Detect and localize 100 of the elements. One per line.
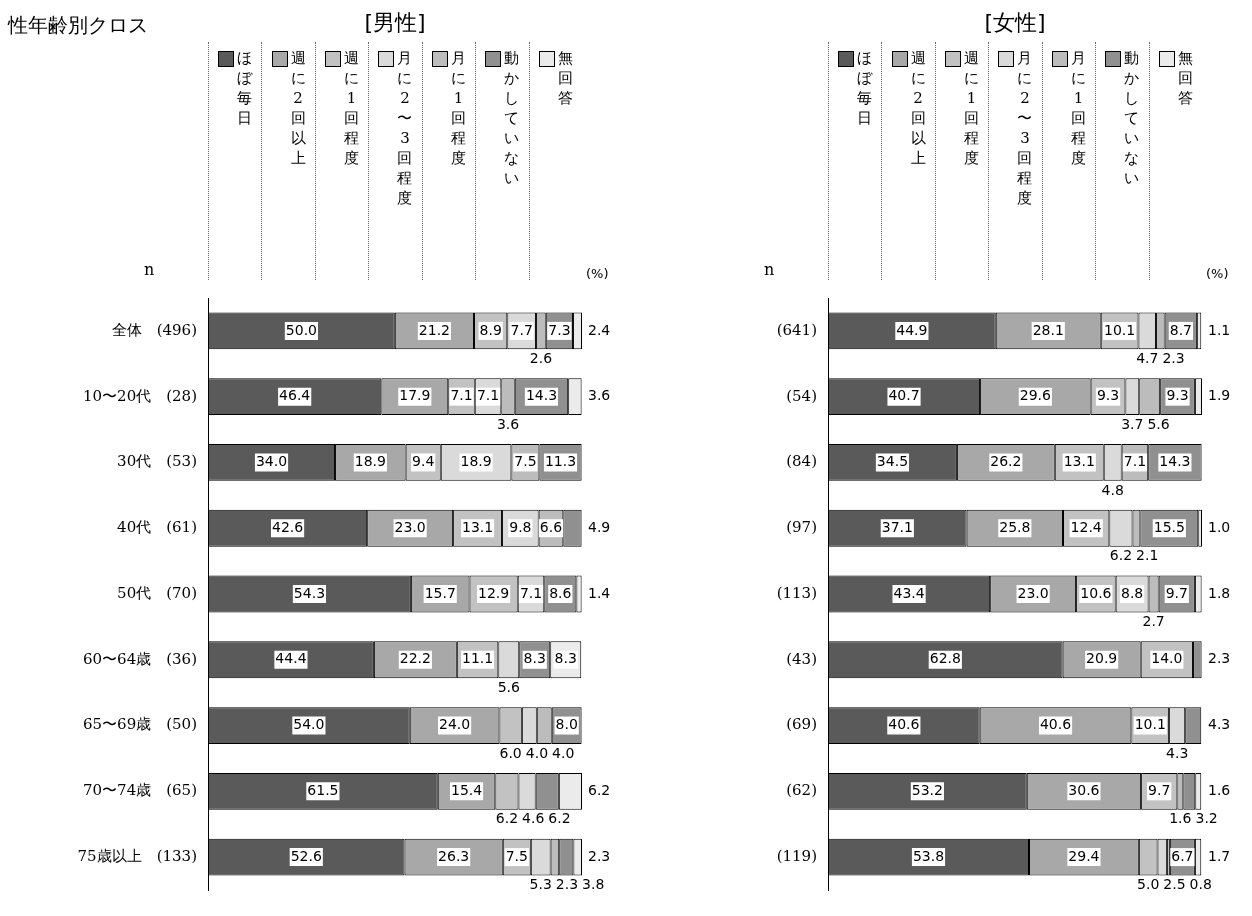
- y-tick-label: (97): [786, 518, 817, 537]
- data-label: 1.0: [1208, 518, 1231, 535]
- data-label: 9.3: [1166, 387, 1189, 404]
- data-label: 4.8: [1101, 481, 1124, 498]
- chart-title: [女性]: [983, 9, 1047, 37]
- data-label: 15.7: [424, 584, 456, 601]
- data-label: 9.8: [509, 518, 532, 535]
- y-tick-label: (641): [776, 320, 817, 339]
- data-label: 2.3: [588, 847, 611, 864]
- legend-label: 週に1回程度: [344, 48, 360, 168]
- text: n: [144, 260, 155, 279]
- data-label: 24.0: [439, 716, 471, 733]
- data-label: 4.3: [1166, 744, 1189, 761]
- y-tick-label: 75歳以上 (133): [77, 847, 197, 865]
- data-label: 3.8: [582, 876, 605, 893]
- data-label: 12.9: [478, 584, 510, 601]
- data-label: 21.2: [418, 321, 450, 338]
- data-label: 7.1: [450, 387, 473, 404]
- legend-label: 週に1回程度: [964, 48, 980, 168]
- legend-label: 週に2回以上: [910, 48, 926, 168]
- data-label: 7.1: [519, 584, 543, 601]
- data-label: 40.6: [888, 716, 920, 733]
- data-label: 23.0: [394, 518, 426, 535]
- data-label: 52.6: [290, 847, 322, 864]
- chart-title: [男性]: [363, 9, 427, 37]
- data-label: 50.0: [285, 321, 317, 338]
- legend-label: 月に1回程度: [450, 48, 466, 168]
- data-label: 8.6: [549, 584, 572, 601]
- data-label: 23.0: [1017, 584, 1049, 601]
- data-label: 61.5: [307, 781, 339, 798]
- data-label: 1.8: [1208, 584, 1231, 601]
- data-label: 5.6: [1147, 415, 1170, 432]
- data-label: 8.0: [555, 716, 578, 733]
- data-label: 6.0: [499, 744, 522, 761]
- data-label: 5.0: [1137, 876, 1160, 893]
- data-label: 13.1: [1063, 453, 1095, 470]
- data-label: 18.9: [460, 453, 492, 470]
- data-label: 34.5: [876, 453, 909, 470]
- data-label: 6.2: [548, 810, 571, 827]
- legend-label: ほぼ毎日: [237, 48, 253, 128]
- data-label: 1.4: [588, 584, 611, 601]
- data-label: 53.2: [911, 781, 943, 798]
- y-tick-label: (62): [786, 781, 817, 800]
- data-label: 10.1: [1134, 716, 1166, 733]
- data-label: 6.6: [539, 518, 563, 535]
- data-label: 8.8: [1121, 584, 1144, 601]
- legend-label: 無回答: [1177, 48, 1193, 108]
- y-tick-label: 40代 (61): [117, 518, 197, 537]
- data-label: 7.5: [505, 847, 528, 864]
- data-label: 9.4: [412, 453, 435, 470]
- text: (%): [586, 266, 609, 281]
- y-tick-label: 全体 (496): [111, 320, 197, 339]
- data-label: 1.6: [1208, 781, 1231, 798]
- data-label: 12.4: [1070, 518, 1102, 535]
- data-label: 43.4: [893, 584, 925, 601]
- data-label: 3.6: [496, 415, 520, 432]
- data-label: 18.9: [354, 453, 386, 470]
- data-label: 3.7: [1121, 415, 1144, 432]
- data-label: 7.1: [1123, 453, 1147, 470]
- data-label: 2.4: [588, 321, 611, 338]
- text: (%): [1206, 266, 1229, 281]
- data-label: 4.9: [588, 518, 611, 535]
- y-tick-label: 65〜69歳 (50): [83, 715, 197, 734]
- data-label: 4.6: [522, 810, 545, 827]
- data-label: 28.1: [1032, 321, 1064, 338]
- data-label: 30.6: [1068, 781, 1100, 798]
- data-label: 2.3: [1162, 349, 1185, 366]
- data-label: 54.0: [293, 716, 325, 733]
- data-label: 2.6: [529, 349, 553, 366]
- data-label: 8.9: [479, 321, 502, 338]
- y-tick-label: 50代 (70): [117, 583, 197, 602]
- data-label: 26.2: [990, 453, 1022, 470]
- data-label: 62.8: [929, 650, 961, 667]
- data-label: 9.7: [1165, 584, 1188, 601]
- data-label: 29.6: [1019, 387, 1052, 404]
- data-label: 1.6: [1169, 810, 1192, 827]
- y-tick-label: (43): [786, 649, 817, 668]
- data-label: 4.7: [1136, 349, 1159, 366]
- legend-label: 無回答: [557, 48, 573, 108]
- data-label: 10.1: [1104, 321, 1136, 338]
- data-label: 3.6: [588, 387, 611, 404]
- data-label: 40.6: [1039, 716, 1072, 733]
- data-label: 4.3: [1208, 716, 1231, 733]
- data-label: 11.1: [461, 650, 494, 667]
- legend-label: 週に2回以上: [290, 48, 306, 168]
- data-label: 8.3: [523, 650, 546, 667]
- data-label: 2.7: [1142, 613, 1165, 630]
- legend-label: ほぼ毎日: [857, 48, 873, 128]
- data-label: 7.7: [510, 321, 533, 338]
- data-label: 4.0: [552, 744, 575, 761]
- data-label: 26.3: [438, 847, 470, 864]
- y-tick-label: (113): [776, 583, 817, 602]
- data-label: 5.3: [529, 876, 552, 893]
- data-label: 8.3: [554, 650, 577, 667]
- data-label: 1.7: [1208, 847, 1231, 864]
- data-label: 6.7: [1171, 847, 1194, 864]
- data-label: 6.2: [495, 810, 519, 827]
- data-label: 10.6: [1080, 584, 1112, 601]
- legend-label: 動かしていない: [1124, 48, 1140, 188]
- y-tick-label: (119): [776, 847, 817, 865]
